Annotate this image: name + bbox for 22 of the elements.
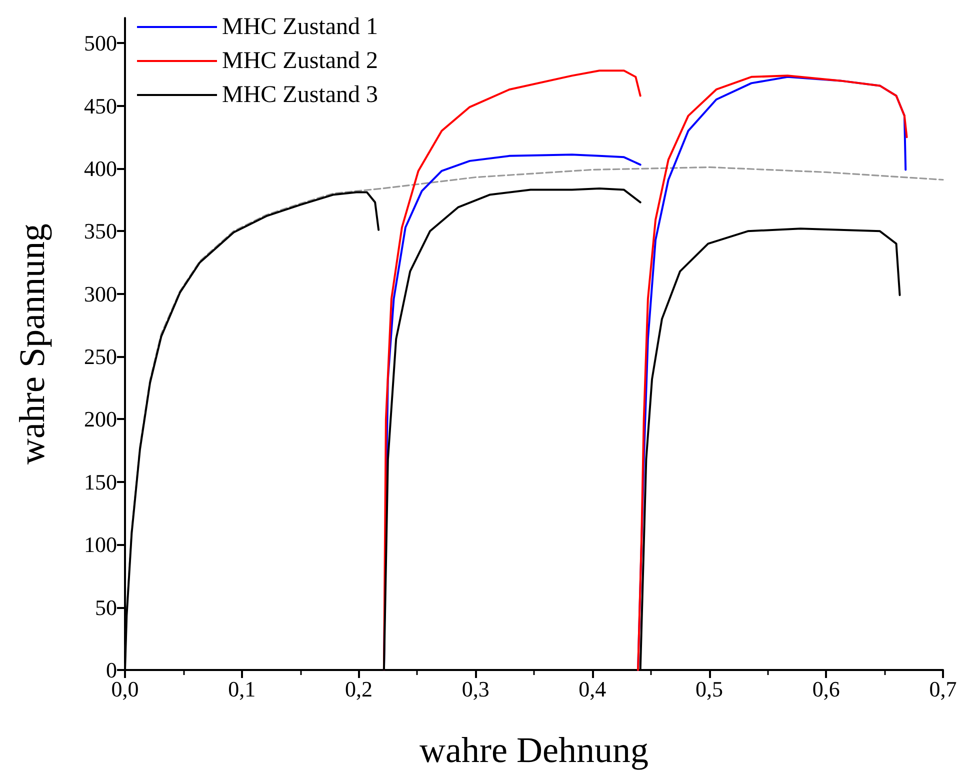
legend-label: MHC Zustand 1 xyxy=(222,14,378,40)
x-tick-label: 0,4 xyxy=(578,676,606,702)
y-tick-label: 50 xyxy=(95,594,117,620)
y-tick-label: 250 xyxy=(84,344,117,370)
x-tick-label: 0,1 xyxy=(228,676,256,702)
y-tick-label: 500 xyxy=(84,30,117,56)
y-tick-label: 300 xyxy=(84,281,117,306)
x-tick-label: 0,5 xyxy=(696,676,724,702)
y-tick-label: 150 xyxy=(84,469,117,494)
y-tick-label: 200 xyxy=(84,406,117,432)
x-tick-label: 0,3 xyxy=(462,676,490,702)
y-tick-label: 400 xyxy=(84,156,117,181)
y-tick-label: 450 xyxy=(84,93,117,118)
x-tick-label: 0,6 xyxy=(812,676,840,702)
y-axis-title: wahre Spannung xyxy=(12,224,52,464)
legend-label: MHC Zustand 3 xyxy=(222,82,378,108)
x-tick-label: 0,7 xyxy=(929,676,957,702)
y-tick-label: 350 xyxy=(84,218,117,244)
x-axis-title: wahre Dehnung xyxy=(420,730,648,770)
x-tick-label: 0,2 xyxy=(344,676,372,702)
legend-label: MHC Zustand 2 xyxy=(222,48,378,74)
y-tick-label: 100 xyxy=(84,532,117,558)
